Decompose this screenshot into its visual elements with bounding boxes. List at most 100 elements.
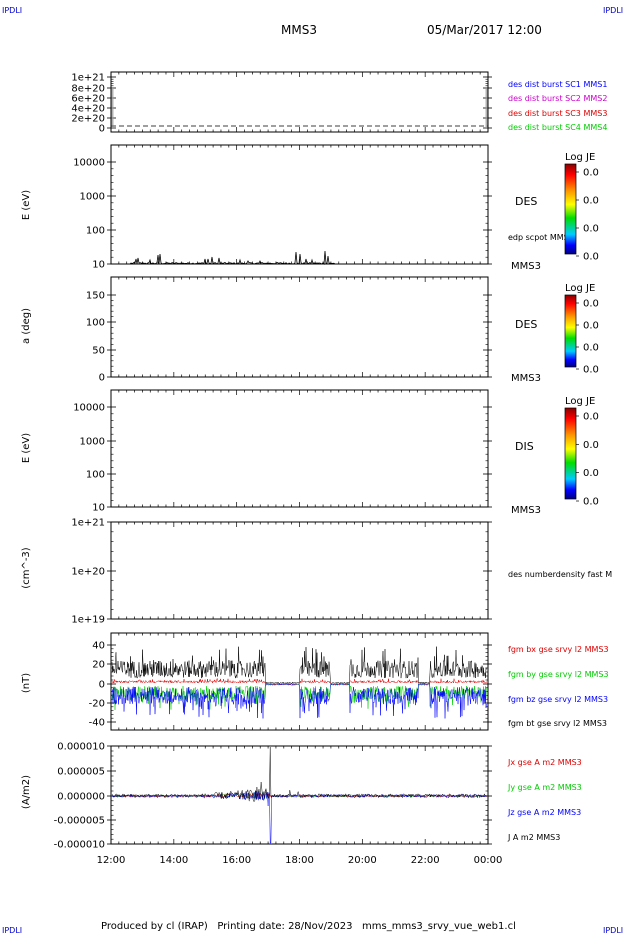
jz-trace <box>111 790 487 844</box>
panel-current: 0.000010 0.000005 0.000000 -0.000005 -0.0000… <box>21 742 582 851</box>
y-axis-label: (A/m2) <box>21 775 32 809</box>
colorbar <box>564 407 577 500</box>
y-axis-label: E (eV) <box>21 190 32 220</box>
y-tick-label: 40 <box>92 641 105 652</box>
footer-credit: Produced by cl (IRAP) Printing date: 28/… <box>101 921 516 932</box>
y-tick-label: 1e+19 <box>71 615 105 626</box>
legend-entry: fgm bz gse srvy l2 MMS3 <box>508 695 608 704</box>
time-tick-label: 00:00 <box>474 855 503 866</box>
time-tick-label: 22:00 <box>411 855 440 866</box>
y-tick-label: 10 <box>92 260 105 271</box>
instrument-label: DES <box>515 195 537 208</box>
y-tick-label: 100 <box>86 470 105 481</box>
fgm-bx-trace <box>111 678 487 686</box>
colorbar <box>564 294 577 368</box>
legend-entry: des dist burst SC4 MMS4 <box>508 123 607 132</box>
panel-des-energy: 10000 1000 100 10 E (eV) DES MMS3 edp scpot MMS… <box>21 144 599 272</box>
legend-entry: J A m2 MMS3 <box>507 833 560 842</box>
corner-top-left: IPDLI <box>2 6 22 15</box>
time-tick-label: 14:00 <box>159 855 188 866</box>
colorbar-tick-label: 0.0 <box>583 365 599 376</box>
time-axis: 12:00 14:00 16:00 18:00 20:00 22:00 00:00 <box>97 855 503 866</box>
y-tick-label: 2e+20 <box>71 114 105 125</box>
y-tick-label: 1000 <box>80 437 105 448</box>
corner-bottom-left: IPDLI <box>2 926 22 934</box>
overlay-label: edp scpot MMS3 <box>508 233 574 242</box>
y-tick-label: 0.000010 <box>57 742 105 753</box>
y-tick-label: 0 <box>99 373 105 384</box>
instrument-label: DIS <box>515 440 534 453</box>
legend-entry: fgm bt gse srvy l2 MMS3 <box>508 719 607 728</box>
legend-entry: Jz gse A m2 MMS3 <box>507 808 581 817</box>
y-tick-label: 20 <box>92 660 105 671</box>
panel-frame <box>110 144 489 265</box>
colorbar-tick-label: 0.0 <box>583 468 599 479</box>
panel-dis-energy: 10000 1000 100 10 E (eV) DIS MMS3 Log JE 0.0 0.0 0… <box>21 389 599 516</box>
legend-entry: des dist burst SC1 MMS1 <box>508 80 607 89</box>
y-tick-label: 0.000000 <box>57 792 105 803</box>
spacecraft-label: MMS3 <box>511 373 541 384</box>
j-total-trace <box>111 746 487 802</box>
y-tick-label: 0 <box>99 124 105 135</box>
y-tick-label: 1e+21 <box>71 73 105 84</box>
colorbar <box>564 163 577 255</box>
y-tick-label: 10 <box>92 503 105 514</box>
colorbar-tick-label: 0.0 <box>583 168 599 179</box>
colorbar-title: Log JE <box>565 152 595 163</box>
colorbar-tick-label: 0.0 <box>583 321 599 332</box>
time-tick-label: 20:00 <box>348 855 377 866</box>
y-tick-label: 150 <box>86 291 105 302</box>
colorbar-tick-label: 0.0 <box>583 224 599 235</box>
y-tick-label: -20 <box>89 699 105 710</box>
y-axis-label: (cm^-3) <box>21 547 32 588</box>
legend-entry: des numberdensity fast M <box>508 570 612 579</box>
colorbar-tick-label: 0.0 <box>583 440 599 451</box>
y-tick-label: 10000 <box>73 403 105 414</box>
y-tick-label: 4e+20 <box>71 104 105 115</box>
legend-entry: Jy gse A m2 MMS3 <box>507 783 582 792</box>
colorbar-tick-label: 0.0 <box>583 497 599 508</box>
legend-entry: des dist burst SC2 MMS2 <box>508 94 607 103</box>
instrument-label: DES <box>515 318 537 331</box>
scpot-trace <box>111 250 340 266</box>
y-tick-label: 8e+20 <box>71 84 105 95</box>
y-tick-label: 100 <box>86 318 105 329</box>
colorbar-title: Log JE <box>565 396 595 407</box>
colorbar-tick-label: 0.0 <box>583 299 599 310</box>
y-tick-label: 100 <box>86 226 105 237</box>
fgm-bz-trace <box>111 683 487 719</box>
spacecraft-label: MMS3 <box>511 261 541 272</box>
spacecraft-title: MMS3 <box>281 23 317 37</box>
time-tick-label: 12:00 <box>97 855 126 866</box>
y-tick-label: 1e+20 <box>71 567 105 578</box>
colorbar-tick-label: 0.0 <box>583 412 599 423</box>
fgm-bt-trace <box>111 646 487 685</box>
legend-entry: Jx gse A m2 MMS3 <box>507 758 582 767</box>
legend-entry: fgm bx gse srvy l2 MMS3 <box>508 645 609 654</box>
y-tick-label: 50 <box>92 346 105 357</box>
y-axis-label: (nT) <box>21 673 32 693</box>
colorbar-tick-label: 0.0 <box>583 196 599 207</box>
y-tick-label: 6e+20 <box>71 94 105 105</box>
time-tick-label: 16:00 <box>222 855 251 866</box>
corner-bottom-right: IPDLI <box>603 926 623 934</box>
corner-top-right: IPDLI <box>603 6 623 15</box>
y-tick-label: 1e+21 <box>71 518 105 529</box>
colorbar-tick-label: 0.0 <box>583 343 599 354</box>
colorbar-title: Log JE <box>565 283 595 294</box>
y-tick-label: -0.000005 <box>54 816 105 827</box>
y-tick-label: -0.000010 <box>54 840 105 851</box>
y-tick-label: 1000 <box>80 192 105 203</box>
panel-des-density: 1e+21 1e+20 1e+19 (cm^-3) des numberdensity … <box>21 518 612 626</box>
panel-frame <box>110 521 489 620</box>
y-tick-label: 0.000005 <box>57 767 105 778</box>
panel-frame <box>110 389 489 508</box>
panel-frame <box>110 276 489 378</box>
panel-des-pitch: 150 100 50 0 a (deg) DES MMS3 Log JE 0.0 0.0 0.0 0.… <box>21 276 599 384</box>
colorbar-tick-label: 0.0 <box>583 252 599 263</box>
legend-entry: fgm by gse srvy l2 MMS3 <box>508 670 609 679</box>
panel-fgm: 40 20 0 -20 -40 (nT) fgm bx gse srvy l2 MMS3 fg… <box>21 632 609 731</box>
datetime-title: 05/Mar/2017 12:00 <box>427 23 542 37</box>
y-tick-label: -40 <box>89 718 105 729</box>
